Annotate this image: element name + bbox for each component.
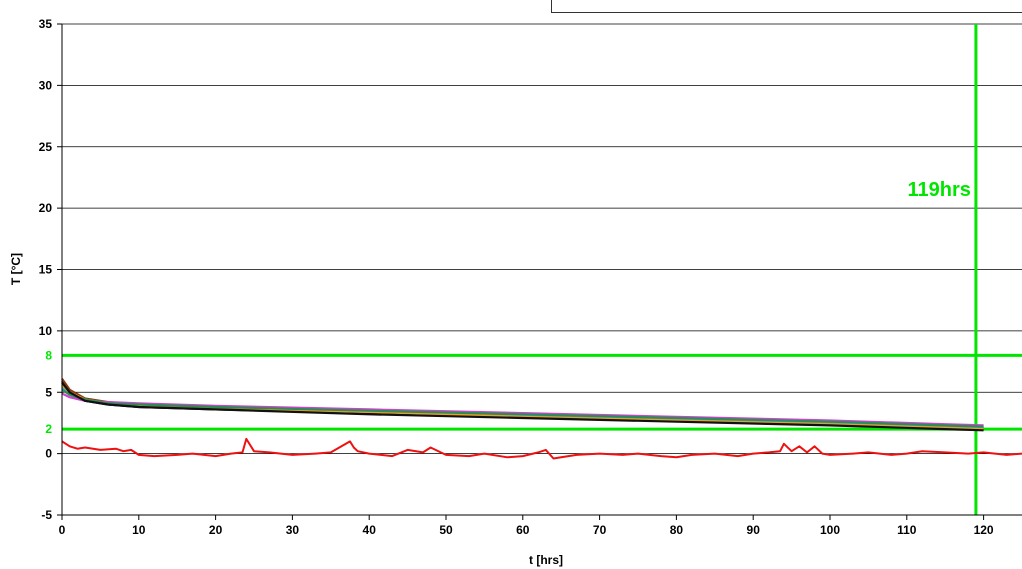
ref-label-y-0: 8 — [45, 348, 52, 362]
axes — [57, 23, 1022, 520]
x-tick-label-7: 70 — [593, 523, 607, 537]
x-tick-label-3: 30 — [286, 523, 300, 537]
x-tick-label-0: 0 — [59, 523, 66, 537]
ref-label-x-2: 119hrs — [908, 179, 971, 201]
x-tick-label-9: 90 — [747, 523, 761, 537]
series-lines — [61, 378, 1022, 460]
x-tick-label-1: 10 — [132, 523, 146, 537]
x-tick-label-11: 110 — [897, 523, 917, 537]
grid-lines — [62, 23, 1022, 516]
y-tick-label-0: -5 — [41, 508, 52, 522]
x-axis-label: t [hrs] — [529, 553, 563, 567]
legend-box — [551, 0, 1022, 13]
ref-label-y-1: 2 — [45, 422, 52, 436]
x-tick-label-5: 50 — [439, 523, 453, 537]
y-tick-label-4: 15 — [39, 263, 53, 277]
y-tick-label-2: 5 — [45, 385, 52, 399]
series-line-6 — [61, 381, 984, 432]
series-line-7 — [61, 437, 1022, 460]
y-tick-label-8: 35 — [39, 17, 53, 31]
x-tick-label-12: 120 — [974, 523, 994, 537]
reference-lines: 8 2 119hrs — [45, 24, 1022, 515]
x-tick-label-10: 100 — [820, 523, 840, 537]
y-tick-label-1: 0 — [45, 447, 52, 461]
x-tick-label-6: 60 — [516, 523, 530, 537]
y-axis-label: T [°C] — [9, 253, 23, 285]
tick-labels: -5 0 5 10 15 20 25 30 35 0 10 20 30 40 50 60 70 80 90 100 11… — [39, 17, 994, 537]
x-tick-label-8: 80 — [670, 523, 684, 537]
y-tick-label-6: 25 — [39, 140, 53, 154]
y-tick-label-3: 10 — [39, 324, 53, 338]
x-tick-label-4: 40 — [363, 523, 377, 537]
y-tick-label-7: 30 — [39, 78, 53, 92]
x-tick-label-2: 20 — [209, 523, 223, 537]
y-tick-label-5: 20 — [39, 201, 53, 215]
